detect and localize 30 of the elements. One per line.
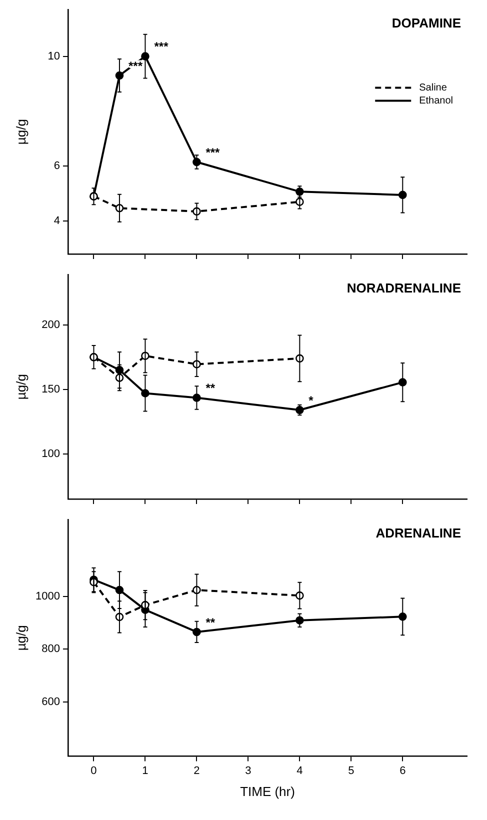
y-axis-title: µg/g bbox=[13, 625, 28, 651]
annotation: *** bbox=[154, 40, 169, 54]
x-tick-label: 1 bbox=[142, 764, 148, 777]
x-axis-title: TIME (hr) bbox=[240, 784, 295, 799]
y-axis-title: µg/g bbox=[13, 119, 28, 145]
text: ADRENALINE bbox=[376, 526, 462, 541]
x-tick-label: 6 bbox=[400, 764, 406, 777]
y-tick-label: 100 bbox=[42, 448, 60, 460]
y-tick-label: 800 bbox=[42, 643, 60, 656]
annotation: ** bbox=[206, 381, 216, 396]
x-tick-label: 2 bbox=[194, 764, 200, 777]
x-tick-label: 0 bbox=[90, 764, 97, 777]
x-tick-label: 3 bbox=[245, 764, 252, 777]
x-tick-label: 4 bbox=[296, 764, 303, 777]
annotation: * bbox=[308, 393, 314, 408]
y-tick-label: 10 bbox=[48, 50, 60, 62]
annotation: ** bbox=[206, 615, 216, 630]
y-tick-label: 200 bbox=[42, 318, 60, 331]
y-tick-label: 600 bbox=[42, 696, 60, 708]
y-axis-title: µg/g bbox=[13, 374, 28, 400]
legend-label: Saline bbox=[419, 82, 448, 94]
x-tick-label: 5 bbox=[348, 764, 354, 777]
legend-label: Ethanol bbox=[419, 96, 454, 107]
y-tick-label: 4 bbox=[54, 215, 60, 228]
text: NORADRENALINE bbox=[346, 280, 462, 296]
y-tick-label: 1000 bbox=[36, 590, 60, 602]
annotation: *** bbox=[206, 145, 220, 160]
y-tick-label: 150 bbox=[42, 383, 60, 396]
text: DOPAMINE bbox=[392, 16, 462, 31]
y-tick-label: 6 bbox=[54, 160, 60, 172]
